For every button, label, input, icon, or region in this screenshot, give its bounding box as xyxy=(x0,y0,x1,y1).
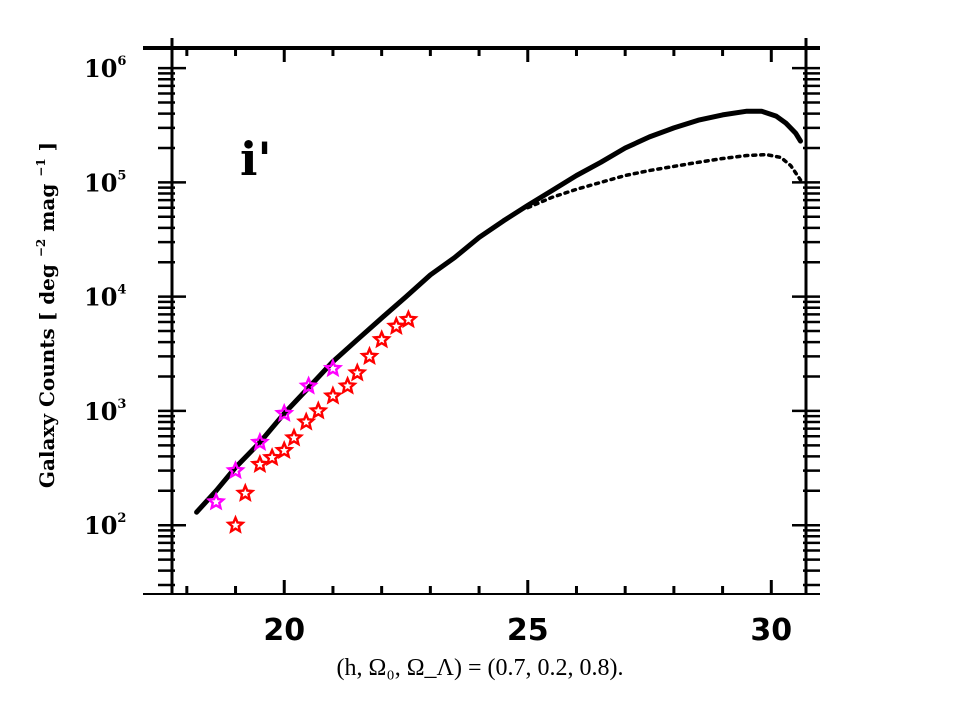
y-tick-label: 105 xyxy=(84,168,126,197)
y-tick-label: 104 xyxy=(84,283,126,312)
data-point-star xyxy=(283,427,305,447)
data-point-star xyxy=(298,375,319,395)
y-tick-label: 102 xyxy=(84,511,126,540)
y-axis-label-mid: mag xyxy=(35,184,59,232)
y-tick-exponent: 4 xyxy=(117,283,126,298)
figure-caption: (h, Ω₀, Ω_Λ) = (0.7, 0.2, 0.8). xyxy=(336,655,624,681)
y-axis-label-sup1: −2 xyxy=(34,239,48,257)
y-tick-base: 10 xyxy=(84,168,117,197)
data-point-star xyxy=(386,315,407,335)
y-axis-label-prefix: Galaxy Counts [ deg xyxy=(35,264,59,488)
data-point-star xyxy=(296,411,317,431)
tick-marks xyxy=(158,48,820,594)
data-point-star xyxy=(371,329,392,349)
x-tick-label: 25 xyxy=(507,613,549,648)
y-tick-base: 10 xyxy=(84,283,117,312)
y-tick-exponent: 5 xyxy=(117,168,126,183)
y-tick-base: 10 xyxy=(84,511,117,540)
data-point-star xyxy=(308,400,329,420)
data-point-star xyxy=(261,447,283,467)
data-point-star xyxy=(322,357,344,378)
data-point-star xyxy=(347,362,368,382)
series-line-solid xyxy=(194,108,803,515)
y-tick-label: 106 xyxy=(84,54,126,83)
data-point-star xyxy=(274,440,295,460)
y-tick-label: 103 xyxy=(84,397,126,426)
data-point-star xyxy=(249,453,270,473)
data-point-star xyxy=(225,514,246,534)
x-tick-label: 30 xyxy=(750,613,792,648)
filter-band-label: i' xyxy=(240,132,272,186)
data-point-star xyxy=(337,375,358,395)
y-tick-exponent: 6 xyxy=(117,54,126,69)
data-point-star xyxy=(398,309,419,329)
data-point-star xyxy=(225,460,246,480)
data-point-star xyxy=(235,482,256,502)
x-tick-labels: 20 25 30 xyxy=(263,613,792,648)
y-tick-exponent: 3 xyxy=(117,397,126,412)
data-point-star xyxy=(359,345,380,366)
data-point-star xyxy=(322,385,344,405)
y-tick-base: 10 xyxy=(84,54,117,83)
series-line-dotted xyxy=(526,152,803,210)
data-point-star xyxy=(274,402,295,422)
y-axis-label-sup2: −1 xyxy=(34,158,48,176)
data-point-star xyxy=(205,491,227,511)
x-tick-label: 20 xyxy=(263,613,305,648)
y-axis-label: Galaxy Counts [ deg −2 mag −1 ] xyxy=(26,142,59,488)
y-axis-label-suffix: ] xyxy=(35,142,59,151)
y-tick-base: 10 xyxy=(84,397,117,426)
axes xyxy=(143,38,820,595)
data-point-star xyxy=(249,431,270,452)
data-series xyxy=(194,108,803,534)
y-tick-exponent: 2 xyxy=(117,511,126,526)
